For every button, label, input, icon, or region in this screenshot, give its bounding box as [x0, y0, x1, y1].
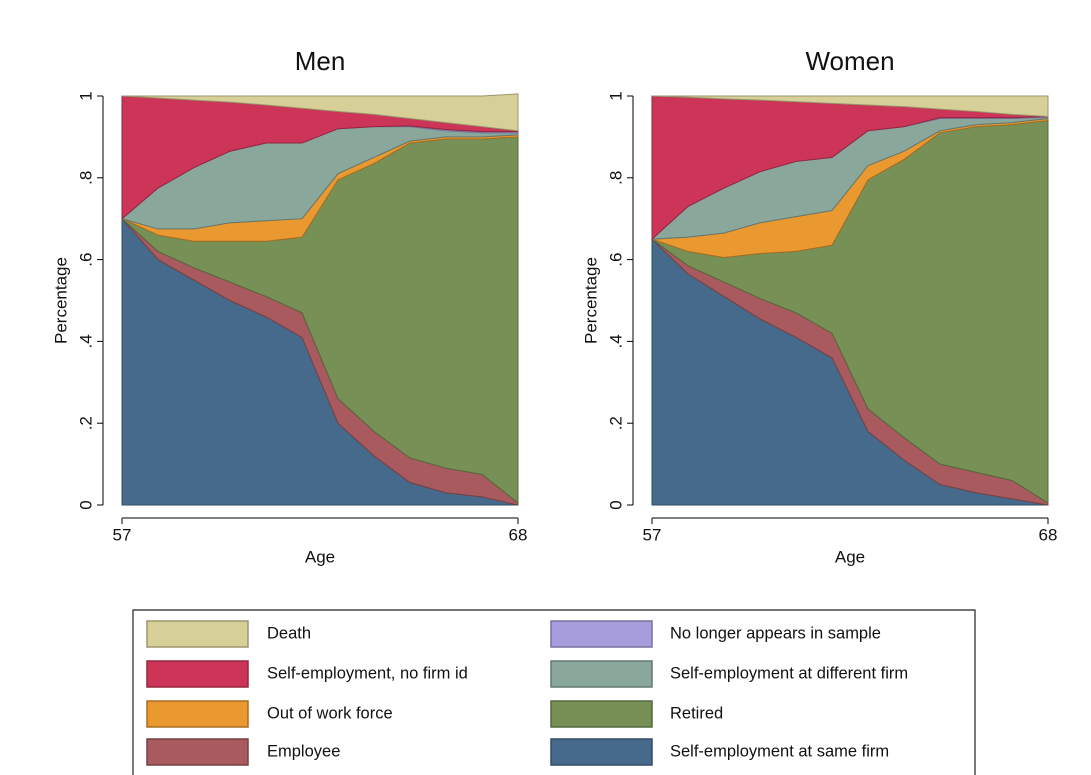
y-axis-label: Percentage — [51, 257, 70, 344]
chart-title: Men — [295, 46, 346, 76]
legend-label: Death — [267, 624, 311, 642]
y-tick-label: .4 — [76, 334, 95, 348]
x-axis-label: Age — [305, 547, 335, 566]
legend-swatch — [550, 738, 653, 766]
legend-label: Self-employment at same firm — [670, 742, 889, 760]
legend-label: No longer appears in sample — [670, 624, 881, 642]
legend-label: Self-employment, no firm id — [267, 664, 468, 682]
y-tick-label: .6 — [606, 253, 625, 267]
legend-label: Retired — [670, 704, 723, 722]
legend-swatch — [146, 738, 249, 766]
legend-label: Out of work force — [267, 704, 393, 722]
legend-swatch — [550, 620, 653, 648]
legend-label: Employee — [267, 742, 340, 760]
y-tick-label: .2 — [76, 416, 95, 430]
area — [651, 95, 1049, 117]
legend-swatch — [550, 700, 653, 728]
y-tick-label: .8 — [606, 171, 625, 185]
legend-swatch — [146, 620, 249, 648]
x-tick-label: 57 — [113, 525, 132, 544]
y-tick-label: .2 — [606, 416, 625, 430]
x-tick-label: 57 — [643, 525, 662, 544]
y-tick-label: 1 — [606, 91, 625, 100]
area — [121, 93, 519, 132]
y-tick-label: 0 — [76, 500, 95, 509]
legend-box — [132, 609, 976, 775]
x-axis-label: Age — [835, 547, 865, 566]
y-tick-label: .6 — [76, 253, 95, 267]
x-tick-label: 68 — [509, 525, 528, 544]
x-tick-label: 68 — [1039, 525, 1058, 544]
y-tick-label: .4 — [606, 334, 625, 348]
y-tick-label: .8 — [76, 171, 95, 185]
y-axis-label: Percentage — [581, 257, 600, 344]
legend-swatch — [146, 700, 249, 728]
chart-title: Women — [805, 46, 894, 76]
legend-swatch — [146, 660, 249, 688]
y-tick-label: 0 — [606, 500, 625, 509]
y-tick-label: 1 — [76, 91, 95, 100]
legend-label: Self-employment at different firm — [670, 664, 908, 682]
legend-swatch — [550, 660, 653, 688]
